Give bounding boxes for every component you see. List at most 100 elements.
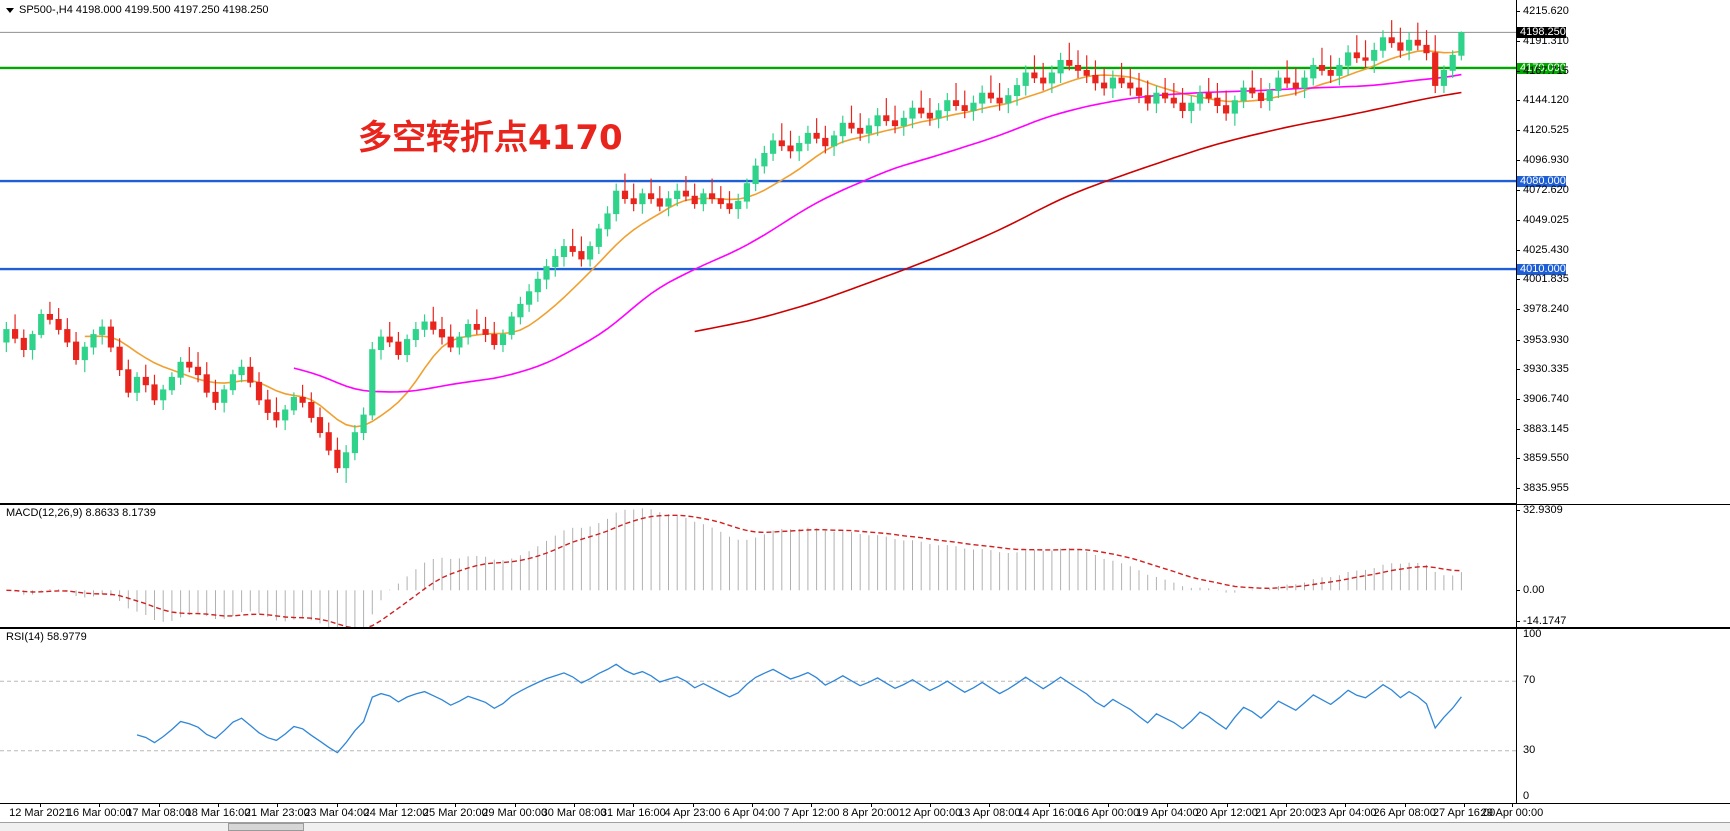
- macd-tick: 32.9309: [1517, 505, 1563, 516]
- macd-plot-area[interactable]: [0, 505, 1516, 627]
- price-svg: [0, 20, 1516, 483]
- rsi-indicator-label: RSI(14) 58.9779: [6, 631, 87, 643]
- price-tick: 4049.025: [1517, 215, 1569, 226]
- time-axis-label: 26 Apr 08:00: [1373, 807, 1436, 819]
- time-axis-label: 21 Apr 20:00: [1254, 807, 1318, 819]
- time-axis-label: 16 Mar 00:00: [66, 807, 132, 819]
- rsi-tick: 70: [1523, 674, 1536, 687]
- time-axis-tick: [633, 804, 635, 807]
- rsi-plot-area[interactable]: [0, 629, 1516, 803]
- time-axis-label: 30 Mar 08:00: [541, 807, 607, 819]
- price-tick: 4215.620: [1517, 5, 1569, 17]
- price-tick: 3859.550: [1517, 453, 1569, 464]
- time-axis-tick: [752, 804, 754, 807]
- time-axis-label: 13 Apr 08:00: [958, 807, 1021, 819]
- time-axis-tick: [396, 804, 397, 807]
- time-axis-tick: [99, 804, 101, 807]
- time-axis-tick: [930, 804, 932, 807]
- rsi-scale[interactable]: 100 70 30 0: [1516, 629, 1730, 803]
- time-axis-label: 20 Apr 12:00: [1195, 807, 1258, 819]
- macd-panel: [0, 504, 1730, 628]
- time-axis-label: 12 Apr 00:00: [898, 807, 962, 819]
- price-tick: 4096.930: [1517, 154, 1569, 166]
- time-axis-tick: [1226, 804, 1228, 807]
- time-axis-label: 8 Apr 20:00: [842, 807, 899, 819]
- macd-scale[interactable]: 32.9309 0.00 -14.1747: [1516, 505, 1730, 627]
- price-chart-panel: [0, 0, 1730, 504]
- time-axis-tick: [218, 804, 219, 807]
- time-axis-tick: [455, 804, 457, 807]
- time-axis-tick: [1108, 804, 1110, 807]
- time-axis-label: 24 Mar 12:00: [363, 807, 429, 819]
- time-axis-tick: [277, 804, 279, 807]
- time-axis-tick: [336, 804, 338, 807]
- time-axis-label: 23 Apr 04:00: [1314, 807, 1377, 819]
- time-axis-tick: [989, 804, 991, 807]
- time-axis-tick: [811, 804, 813, 807]
- time-axis-label: 4 Apr 23:00: [664, 807, 721, 819]
- time-axis-label: 16 Apr 00:00: [1076, 807, 1140, 819]
- price-tick: 4170.000: [1517, 62, 1566, 74]
- price-tick: 3930.335: [1517, 364, 1569, 375]
- time-axis-label: 21 Mar 23:00: [244, 807, 310, 819]
- price-plot-area[interactable]: [0, 0, 1516, 503]
- time-axis-tick: [1167, 804, 1169, 807]
- price-tick: 4144.120: [1517, 95, 1569, 106]
- time-axis-label: 27 Apr 16:00: [1432, 807, 1496, 819]
- time-axis-label: 29 Mar 00:00: [482, 807, 548, 819]
- price-tick: 3906.740: [1517, 393, 1569, 405]
- time-axis-label: 23 Mar 04:00: [304, 807, 370, 819]
- rsi-tick: 30: [1523, 743, 1536, 756]
- time-axis-label: 29 Apr 00:00: [1480, 807, 1544, 819]
- time-axis-tick: [158, 804, 160, 807]
- rsi-tick: 100: [1523, 628, 1542, 640]
- price-scale[interactable]: 4215.620 4198.250 4191.310 4170.000 4167.715…: [1516, 0, 1730, 504]
- price-tick: 3953.930: [1517, 334, 1569, 346]
- time-axis-tick: [574, 804, 575, 807]
- time-axis-tick: [1048, 804, 1050, 807]
- triangle-down-icon[interactable]: [6, 7, 14, 13]
- price-tick: 4001.835: [1517, 274, 1569, 285]
- time-axis-label: 17 Mar 08:00: [126, 807, 192, 819]
- price-tick: 4198.250: [1517, 27, 1566, 39]
- scrollbar-thumb[interactable]: [228, 823, 304, 831]
- price-tick: 4025.430: [1517, 244, 1569, 256]
- price-tick: 4010.000: [1517, 264, 1566, 276]
- time-axis-tick: [1286, 804, 1288, 807]
- time-axis-tick: [514, 804, 516, 807]
- time-axis-label: 25 Mar 20:00: [422, 807, 488, 819]
- time-axis-tick: [40, 804, 41, 807]
- price-tick: 4120.525: [1517, 125, 1569, 136]
- price-tick: 3978.240: [1517, 304, 1569, 315]
- macd-tick: -14.1747: [1517, 616, 1566, 627]
- price-tick: 4191.310: [1517, 36, 1569, 47]
- price-tick: 4167.715: [1517, 65, 1569, 77]
- price-tick: 3835.955: [1517, 482, 1569, 494]
- time-axis-label: 18 Mar 16:00: [185, 807, 251, 819]
- time-axis-tick: [1512, 804, 1513, 807]
- macd-tick: 0.00: [1517, 585, 1544, 596]
- rsi-tick: 0: [1523, 790, 1530, 802]
- time-axis-tick: [870, 804, 872, 807]
- time-axis-tick: [1404, 804, 1406, 807]
- macd-svg: [6, 508, 1462, 627]
- time-axis-tick: [692, 804, 694, 807]
- price-tick: 4080.000: [1517, 176, 1566, 188]
- price-tick: 4072.620: [1517, 185, 1569, 196]
- symbol-header: SP500-,H4 4198.000 4199.500 4197.250 419…: [6, 4, 269, 16]
- time-axis-label: 6 Apr 04:00: [723, 807, 781, 819]
- symbol-header-text: SP500-,H4 4198.000 4199.500 4197.250 419…: [19, 4, 269, 16]
- time-axis-label: 19 Apr 04:00: [1136, 807, 1199, 819]
- time-axis-tick: [1464, 804, 1466, 807]
- time-axis-label: 7 Apr 12:00: [783, 807, 840, 819]
- chart-annotation-text: 多空转折点4170: [358, 118, 623, 158]
- rsi-svg: [0, 663, 1516, 754]
- time-axis-label: 31 Mar 16:00: [600, 807, 666, 819]
- time-axis-label: 12 Mar 2021: [9, 807, 71, 819]
- time-axis[interactable]: 12 Mar 2021 16 Mar 00:00 17 Mar 08:00 18 Ma…: [0, 804, 1730, 822]
- horizontal-scrollbar[interactable]: [0, 822, 1730, 831]
- rsi-panel: [0, 628, 1730, 804]
- time-axis-label: 14 Apr 16:00: [1017, 807, 1080, 819]
- macd-indicator-label: MACD(12,26,9) 8.8633 8.1739: [6, 507, 156, 519]
